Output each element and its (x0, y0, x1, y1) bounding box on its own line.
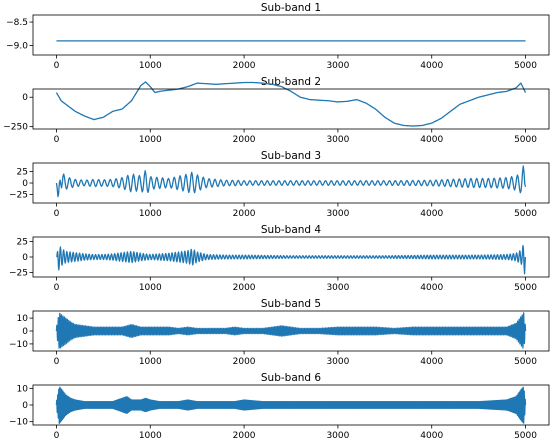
y-tick-label: 0 (22, 179, 28, 189)
y-tick-label: 0 (22, 93, 28, 103)
plot-frame (32, 162, 550, 204)
x-tick-label: 5000 (514, 283, 537, 293)
y-tick-label: −25 (9, 269, 28, 279)
x-tick-label: 4000 (420, 61, 443, 71)
x-tick-label: 0 (54, 209, 60, 219)
x-tick-label: 0 (54, 135, 60, 145)
y-tick-label: −8.5 (6, 18, 28, 28)
x-tick-label: 2000 (233, 431, 256, 441)
subplot-5: Sub-band 5 0 1000 2000 3000 4000 5000 −10 0 10 (9, 298, 550, 367)
x-tick-label: 4000 (420, 135, 443, 145)
x-tick-label: 4000 (420, 209, 443, 219)
x-tick-label: 5000 (514, 61, 537, 71)
x-tick-label: 1000 (139, 431, 162, 441)
x-tick-label: 4000 (420, 431, 443, 441)
series-line (56, 244, 527, 275)
subplot-1: Sub-band 1 0 1000 2000 3000 4000 5000 −9.0 −8.5 (6, 2, 550, 71)
y-tick-label: −25 (9, 190, 28, 200)
x-tick-label: 5000 (514, 431, 537, 441)
x-tick-label: 3000 (326, 283, 349, 293)
plot-frame (32, 88, 550, 130)
subplot-title: Sub-band 2 (261, 76, 321, 88)
x-tick-label: 3000 (326, 209, 349, 219)
series-line (55, 312, 527, 349)
x-tick-label: 0 (54, 431, 60, 441)
x-tick-label: 2000 (233, 209, 256, 219)
plot-frame (32, 14, 550, 56)
subplot-title: Sub-band 6 (261, 372, 322, 384)
x-tick-label: 2000 (233, 357, 256, 367)
x-tick-label: 5000 (514, 135, 537, 145)
x-tick-label: 0 (54, 283, 60, 293)
y-tick-label: 25 (17, 168, 28, 178)
x-tick-label: 0 (54, 357, 60, 367)
subplot-title: Sub-band 1 (261, 2, 321, 14)
x-tick-label: 2000 (233, 61, 256, 71)
x-tick-label: 1000 (139, 209, 162, 219)
y-tick-label: −10 (9, 340, 28, 350)
y-tick-label: −250 (3, 123, 28, 133)
y-tick-label: −10 (9, 418, 28, 428)
subplot-title: Sub-band 3 (261, 150, 321, 162)
y-tick-label: 0 (22, 327, 28, 337)
y-tick-label: 25 (17, 237, 28, 247)
subplot-4: Sub-band 4 0 1000 2000 3000 4000 5000 −25 0 25 (9, 224, 550, 293)
x-tick-label: 1000 (139, 135, 162, 145)
y-tick-label: 10 (17, 314, 29, 324)
series-line (55, 165, 527, 198)
subplot-6: Sub-band 6 0 1000 2000 3000 4000 5000 −10 0 10 (9, 372, 550, 441)
series-line (55, 386, 527, 424)
x-tick-label: 3000 (326, 61, 349, 71)
y-tick-label: −9.0 (6, 42, 28, 52)
y-tick-label: 0 (22, 401, 28, 411)
x-tick-label: 2000 (233, 283, 256, 293)
x-tick-label: 4000 (420, 357, 443, 367)
x-tick-label: 0 (54, 61, 60, 71)
x-tick-label: 1000 (139, 283, 162, 293)
series-line (55, 81, 527, 127)
x-tick-label: 3000 (326, 357, 349, 367)
y-tick-label: 0 (22, 253, 28, 263)
subplot-title: Sub-band 5 (261, 298, 321, 310)
x-tick-label: 5000 (514, 357, 537, 367)
x-tick-label: 3000 (326, 135, 349, 145)
x-tick-label: 5000 (514, 209, 537, 219)
x-tick-label: 1000 (139, 61, 162, 71)
x-tick-label: 3000 (326, 431, 349, 441)
subplot-2: Sub-band 2 0 1000 2000 3000 4000 5000 −250 0 (3, 76, 550, 145)
x-tick-label: 1000 (139, 357, 162, 367)
x-tick-label: 4000 (420, 283, 443, 293)
subplot-title: Sub-band 4 (261, 224, 322, 236)
x-tick-label: 2000 (233, 135, 256, 145)
y-tick-label: 10 (17, 384, 29, 394)
